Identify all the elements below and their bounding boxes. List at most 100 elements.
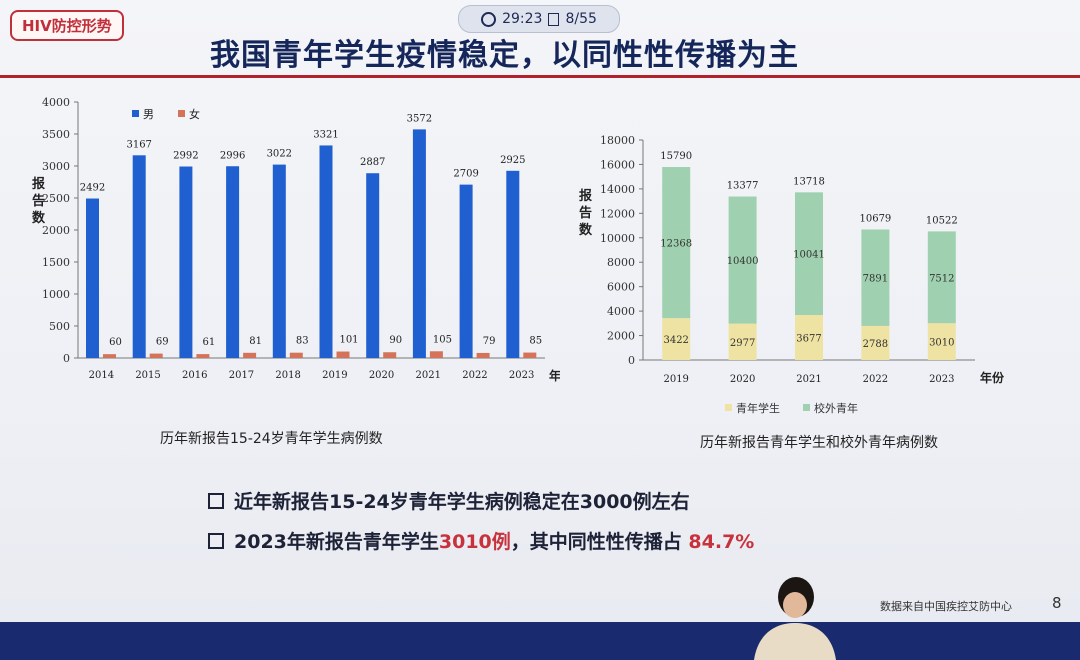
bar-female bbox=[149, 353, 163, 358]
y-tick-label: 3000 bbox=[42, 160, 70, 173]
bar-female bbox=[196, 354, 210, 358]
bullet-1-text: 近年新报告15-24岁青年学生病例稳定在3000例左右 bbox=[234, 491, 690, 513]
data-label-female: 60 bbox=[109, 337, 122, 348]
data-label-male: 3167 bbox=[126, 139, 151, 150]
bar-segment-out-of-school bbox=[927, 231, 956, 324]
y-tick-label: 6000 bbox=[607, 281, 635, 294]
data-label-total: 15790 bbox=[660, 151, 692, 162]
legend-swatch-female bbox=[178, 110, 185, 117]
bar-male bbox=[272, 164, 286, 358]
bar-male bbox=[226, 166, 240, 358]
data-label-male: 3022 bbox=[267, 149, 292, 160]
bar-female bbox=[383, 352, 397, 358]
data-label-male: 3321 bbox=[313, 129, 338, 140]
bar-male bbox=[459, 184, 473, 358]
data-label-male: 2887 bbox=[360, 157, 385, 168]
bar-segment-students bbox=[861, 325, 890, 360]
bar-male bbox=[179, 166, 193, 358]
slide-counter: 8/55 bbox=[565, 11, 597, 27]
y-tick-label: 1000 bbox=[42, 288, 70, 301]
bar-segment-students bbox=[662, 318, 691, 360]
y-tick-label: 1500 bbox=[42, 256, 70, 269]
presenter-silhouette bbox=[754, 577, 836, 660]
status-pill[interactable]: 29:23 8/55 bbox=[458, 5, 620, 33]
x-tick-label: 2019 bbox=[322, 370, 347, 381]
y-tick-label: 3500 bbox=[42, 128, 70, 141]
bar-male bbox=[412, 129, 426, 358]
x-tick-label: 2014 bbox=[89, 370, 114, 381]
bar-female bbox=[476, 352, 490, 358]
page-number: 8 bbox=[1052, 594, 1062, 612]
checkbox-icon bbox=[208, 532, 224, 549]
y-tick-label: 2500 bbox=[42, 192, 70, 205]
y-tick-label: 2000 bbox=[42, 224, 70, 237]
y-tick-label: 4000 bbox=[42, 96, 70, 109]
legend-swatch-students bbox=[725, 404, 732, 411]
legend-swatch-out-of-school bbox=[803, 404, 810, 411]
legend-label-students: 青年学生 bbox=[736, 401, 780, 415]
y-tick-label: 2000 bbox=[607, 330, 635, 343]
data-label-female: 105 bbox=[433, 334, 452, 345]
x-tick-label: 2015 bbox=[135, 370, 160, 381]
bar-female bbox=[243, 352, 257, 358]
bullet-1: 近年新报告15-24岁青年学生病例稳定在3000例左右 bbox=[208, 487, 690, 514]
bar-segment-students bbox=[927, 323, 956, 360]
data-label-female: 90 bbox=[389, 335, 402, 346]
title-divider bbox=[0, 75, 1080, 78]
data-label-female: 69 bbox=[156, 337, 169, 348]
data-label-students: 3422 bbox=[663, 335, 688, 346]
y-tick-label: 500 bbox=[49, 320, 70, 333]
bar-segment-out-of-school bbox=[861, 229, 890, 326]
data-label-female: 83 bbox=[296, 336, 309, 347]
data-label-female: 101 bbox=[339, 335, 358, 346]
y-tick-label: 12000 bbox=[600, 207, 635, 220]
data-label-total: 10679 bbox=[859, 213, 891, 224]
data-label-students: 2788 bbox=[863, 339, 888, 350]
data-label-male: 2709 bbox=[453, 169, 478, 180]
section-tag: HIV防控形势 bbox=[10, 10, 124, 41]
bar-male bbox=[366, 173, 380, 358]
bar-segment-students bbox=[795, 315, 823, 360]
page-icon bbox=[548, 12, 560, 26]
x-axis-label: 年份 bbox=[980, 370, 1005, 385]
x-tick-label: 2018 bbox=[275, 370, 300, 381]
y-tick-label: 8000 bbox=[607, 256, 635, 269]
data-label-out-of-school: 10400 bbox=[727, 256, 759, 267]
screen-bottom-band bbox=[0, 622, 1080, 660]
chart-student-cases-by-sex: 0 500 1000 1500 2000 2500 3000 3500 4000 报告数 2492 6… bbox=[32, 96, 560, 383]
bar-segment-out-of-school bbox=[795, 192, 823, 316]
data-label-out-of-school: 7512 bbox=[929, 273, 954, 284]
y-tick-label: 0 bbox=[628, 354, 635, 367]
checkbox-icon bbox=[208, 492, 224, 509]
x-tick-label: 2021 bbox=[416, 370, 441, 381]
bullet-2-middle: ，其中同性性传播占 bbox=[510, 531, 689, 553]
data-label-total: 10522 bbox=[926, 215, 958, 226]
data-label-out-of-school: 7891 bbox=[863, 274, 888, 285]
bullet-2-count: 3010例 bbox=[438, 531, 511, 553]
legend-label-out-of-school: 校外青年 bbox=[814, 401, 858, 415]
bar-male bbox=[86, 198, 99, 358]
elapsed-time: 29:23 bbox=[502, 11, 543, 27]
data-source: 数据来自中国疾控艾防中心 bbox=[880, 600, 1012, 613]
bullet-2-percent: 84.7% bbox=[688, 531, 755, 553]
x-tick-label: 2020 bbox=[369, 370, 394, 381]
x-axis-label: 年份 bbox=[549, 368, 560, 383]
chart1-caption: 历年新报告15-24岁青年学生病例数 bbox=[160, 431, 383, 447]
data-label-male: 2492 bbox=[80, 183, 105, 194]
y-axis-label-char: 数 bbox=[32, 210, 46, 226]
chart2-caption: 历年新报告青年学生和校外青年病例数 bbox=[700, 435, 938, 451]
y-tick-label: 0 bbox=[63, 352, 70, 365]
bar-segment-out-of-school bbox=[662, 167, 691, 319]
data-label-male: 2992 bbox=[173, 151, 198, 162]
y-tick-label: 18000 bbox=[600, 134, 635, 147]
bullet-2-prefix: 2023年新报告青年学生 bbox=[234, 531, 439, 553]
x-tick-label: 2023 bbox=[929, 374, 954, 385]
data-label-students: 2977 bbox=[730, 338, 755, 349]
bar-male bbox=[506, 170, 520, 358]
data-label-female: 61 bbox=[203, 337, 216, 348]
bar-female bbox=[103, 354, 116, 358]
y-tick-label: 4000 bbox=[607, 305, 635, 318]
bar-female bbox=[523, 352, 537, 358]
bar-female bbox=[289, 352, 303, 358]
y-axis-label-char: 数 bbox=[579, 222, 593, 238]
